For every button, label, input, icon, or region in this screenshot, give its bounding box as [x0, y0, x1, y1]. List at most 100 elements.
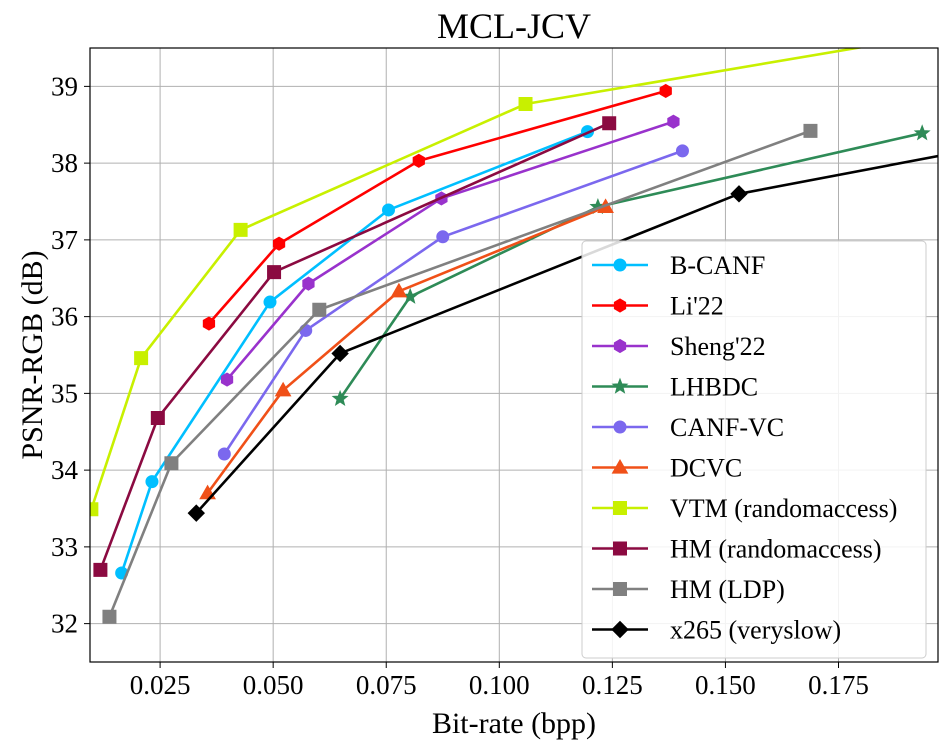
chart-title: MCL-JCV — [437, 6, 591, 46]
legend-label: HM (randomaccess) — [670, 535, 882, 564]
legend: B-CANF Li'22 Sheng'22 LHBDC CANF-VC DCVC VTM (… — [581, 240, 927, 659]
legend-label: Li'22 — [670, 292, 724, 321]
legend-entry: VTM (randomaccess) — [592, 494, 897, 523]
data-point — [150, 410, 165, 425]
x-tick-label: 0.125 — [582, 670, 643, 700]
data-point — [302, 276, 315, 291]
data-point — [134, 351, 149, 366]
legend-marker — [613, 338, 627, 354]
series-line — [99, 122, 610, 571]
legend-marker — [613, 258, 627, 272]
y-tick-label: 34 — [51, 455, 79, 485]
data-point — [263, 295, 277, 309]
legend-label: x265 (veryslow) — [670, 616, 841, 645]
series-hm-ldp — [102, 123, 818, 624]
series-lhbdc — [331, 124, 931, 406]
data-point — [390, 282, 408, 298]
data-point — [217, 447, 231, 461]
series-dcvc — [199, 198, 614, 500]
legend-box — [581, 240, 927, 659]
legend-marker — [613, 541, 627, 556]
series-line — [108, 129, 811, 618]
legend-label: CANF-VC — [670, 413, 784, 442]
data-point — [331, 389, 349, 406]
data-point — [267, 265, 282, 280]
data-point — [272, 236, 286, 251]
legend-label: HM (LDP) — [670, 575, 785, 604]
series-layer — [90, 28, 945, 624]
legend-label: VTM (randomaccess) — [670, 494, 897, 523]
series-canf-vc — [217, 144, 689, 461]
legend-entry: Sheng'22 — [592, 332, 766, 361]
data-point — [667, 114, 680, 129]
data-point — [518, 97, 533, 112]
y-tick-label: 36 — [51, 302, 78, 332]
legend-entry: HM (LDP) — [592, 575, 785, 604]
legend-marker — [611, 377, 629, 394]
y-tick-label: 35 — [51, 378, 78, 408]
y-tick-label: 32 — [51, 609, 78, 639]
series-line — [223, 149, 683, 455]
x-tick-label: 0.050 — [243, 670, 304, 700]
series-hm-randomaccess — [93, 116, 617, 577]
y-tick-label: 38 — [51, 148, 78, 178]
series-line — [226, 120, 674, 381]
data-point — [220, 372, 234, 387]
data-point — [202, 316, 216, 331]
y-axis-label: PSNR-RGB (dB) — [16, 250, 49, 459]
legend-entry: B-CANF — [592, 251, 765, 280]
legend-entry: DCVC — [592, 454, 742, 483]
legend-label: B-CANF — [670, 251, 765, 280]
data-point — [164, 456, 179, 471]
legend-marker — [613, 298, 627, 313]
legend-marker — [611, 458, 629, 474]
y-tick-label: 33 — [51, 532, 78, 562]
data-point — [730, 185, 748, 203]
series-x265-veryslow — [187, 154, 938, 522]
x-tick-label: 0.150 — [695, 670, 756, 700]
data-point — [932, 28, 945, 41]
y-axis-ticks: 32 33 34 35 36 37 38 39 — [51, 71, 90, 639]
legend-label: Sheng'22 — [670, 332, 766, 361]
legend-label: DCVC — [670, 454, 742, 483]
legend-label: LHBDC — [670, 373, 758, 402]
legend-marker — [611, 620, 629, 639]
data-point — [659, 83, 672, 99]
x-tick-label: 0.175 — [808, 670, 869, 700]
legend-marker — [613, 582, 627, 596]
x-tick-label: 0.075 — [356, 670, 417, 700]
data-point — [145, 475, 159, 489]
data-point — [299, 323, 313, 337]
data-point — [803, 123, 818, 138]
x-axis-ticks: 0.025 0.050 0.075 0.100 0.125 0.150 0.175 — [130, 662, 869, 700]
series-b-canf — [115, 125, 594, 580]
plot-frame — [89, 47, 939, 663]
series-sheng-22 — [220, 114, 680, 387]
data-point — [675, 144, 689, 158]
series-line — [339, 131, 923, 400]
series-line — [207, 89, 667, 325]
data-point — [187, 504, 205, 522]
legend-marker — [613, 501, 627, 515]
data-point — [312, 302, 327, 317]
data-point — [331, 344, 349, 363]
legend-entry: LHBDC — [592, 373, 758, 402]
data-point — [274, 381, 292, 397]
data-point — [102, 609, 117, 624]
x-axis-label: Bit-rate (bpp) — [432, 707, 596, 740]
series-li-22 — [202, 83, 672, 331]
legend-marker — [613, 420, 627, 434]
series-line — [195, 154, 938, 514]
y-tick-label: 39 — [51, 71, 78, 101]
y-tick-label: 37 — [51, 225, 78, 255]
legend-entry: Li'22 — [592, 292, 724, 321]
data-point — [412, 153, 425, 168]
data-point — [93, 562, 108, 577]
data-point — [90, 502, 99, 517]
x-tick-label: 0.100 — [469, 670, 530, 700]
legend-entry: CANF-VC — [592, 413, 784, 442]
x-tick-label: 0.025 — [130, 670, 191, 700]
series-vtm-randomaccess — [90, 28, 945, 517]
data-point — [436, 230, 450, 244]
